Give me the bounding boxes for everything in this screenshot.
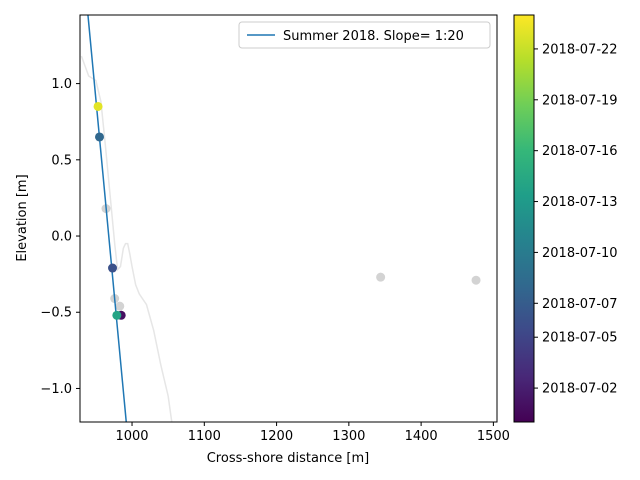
colorbar-tick-label: 2018-07-22 [542, 42, 618, 57]
y-tick-label: −1.0 [40, 382, 72, 397]
plot-frame [79, 14, 498, 423]
y-tick-label: −0.5 [40, 306, 72, 321]
colorbar-tick-label: 2018-07-10 [542, 246, 618, 261]
y-axis: −1.0 −0.5 0.0 0.5 1.0 [40, 77, 80, 397]
gray-point [471, 275, 481, 285]
colorbar-gradient [513, 14, 535, 423]
y-tick-label: 0.0 [51, 230, 72, 245]
legend-entry-label: Summer 2018. Slope= 1:20 [283, 29, 464, 44]
colorbar-tick-label: 2018-07-16 [542, 144, 618, 159]
x-axis-label: Cross-shore distance [m] [207, 451, 370, 466]
colored-point [93, 101, 103, 111]
y-axis-label: Elevation [m] [15, 174, 30, 261]
x-axis: 1000 1100 1200 1300 1400 1500 [115, 422, 510, 444]
fit-line [87, 15, 127, 422]
colored-point [95, 132, 105, 142]
gray-point [115, 301, 125, 311]
gray-point [376, 272, 386, 282]
x-tick-label: 1100 [188, 429, 221, 444]
y-tick-label: 1.0 [51, 77, 72, 92]
profile-line [80, 55, 173, 422]
legend: Summer 2018. Slope= 1:20 [238, 21, 491, 49]
colorbar-tick-label: 2018-07-13 [542, 195, 618, 210]
colored-point [112, 310, 122, 320]
colorbar: 2018-07-02 2018-07-05 2018-07-07 2018-07-10… [513, 14, 618, 423]
colorbar-tick-label: 2018-07-07 [542, 297, 618, 312]
colorbar-tick-label: 2018-07-05 [542, 331, 618, 346]
x-tick-label: 1200 [260, 429, 293, 444]
legend-box [238, 21, 491, 49]
y-tick-label: 0.5 [51, 153, 72, 168]
colored-point [108, 263, 118, 273]
colorbar-tick-label: 2018-07-19 [542, 93, 618, 108]
x-tick-label: 1500 [477, 429, 510, 444]
x-tick-label: 1400 [405, 429, 438, 444]
colorbar-tick-label: 2018-07-02 [542, 382, 618, 397]
x-tick-label: 1000 [115, 429, 148, 444]
x-tick-label: 1300 [332, 429, 365, 444]
plot-background [80, 15, 497, 422]
